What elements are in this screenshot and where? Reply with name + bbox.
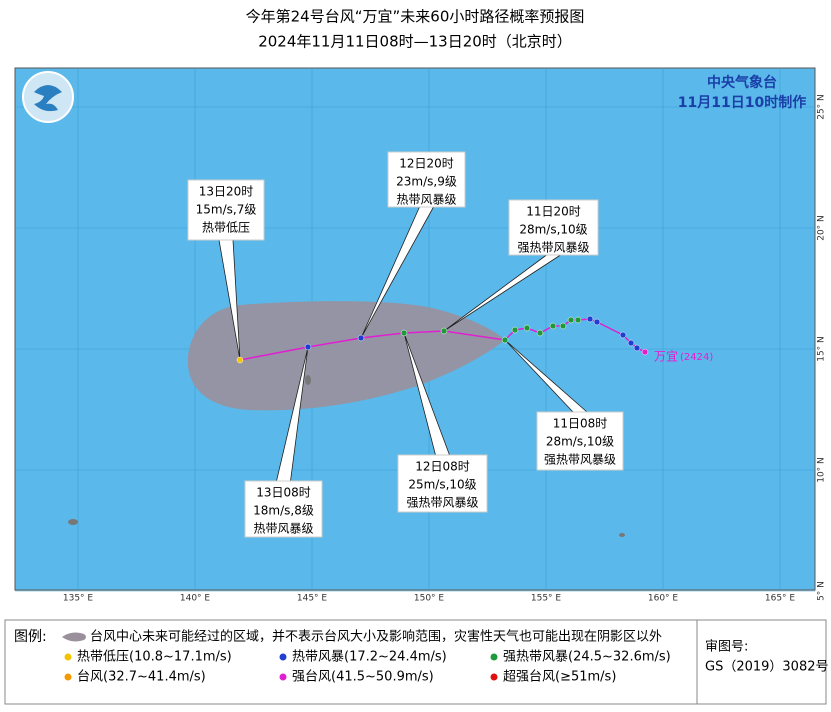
track-point bbox=[236, 356, 244, 364]
callout-box bbox=[387, 151, 466, 208]
probability-cone bbox=[187, 301, 506, 411]
track-point bbox=[574, 316, 582, 324]
legend-cone-text: 台风中心未来可能经过的区域，并不表示台风大小及影响范围，灾害性天气也可能出现在阴… bbox=[90, 629, 662, 645]
callout-wind: 18m/s,8级 bbox=[253, 504, 314, 518]
lon-label: 145° E bbox=[297, 594, 328, 604]
callout-box bbox=[508, 199, 599, 256]
callout-wind: 28m/s,10级 bbox=[519, 223, 587, 237]
track-points bbox=[236, 315, 649, 364]
legend-label: 热带低压(10.8~17.1m/s) bbox=[77, 650, 232, 665]
callout-level: 强热带风暴级 bbox=[406, 496, 478, 510]
callout-time: 11日20时 bbox=[526, 205, 581, 219]
legend-label: 超强台风(≥51m/s) bbox=[503, 670, 616, 685]
track-point bbox=[633, 344, 641, 352]
legend-dot bbox=[64, 673, 72, 681]
lon-label: 150° E bbox=[414, 594, 445, 604]
typhoon-code: (2424) bbox=[680, 352, 713, 363]
callout-box bbox=[187, 179, 265, 241]
callout-wind: 23m/s,9级 bbox=[396, 175, 457, 189]
lon-label: 140° E bbox=[180, 594, 211, 604]
graticule: 135° E 140° E 145° E 150° E 155° E 160° E 165°… bbox=[15, 68, 827, 604]
track-point bbox=[567, 316, 575, 324]
legend-label: 强热带风暴(24.5~32.6m/s) bbox=[503, 650, 671, 665]
callout-level: 热带风暴级 bbox=[253, 522, 313, 536]
approval-label: 审图号: bbox=[705, 640, 748, 655]
agency: 中央气象台 bbox=[707, 74, 777, 91]
track-point bbox=[586, 315, 594, 323]
track-point bbox=[304, 343, 312, 351]
typhoon-name: 万宜 bbox=[654, 349, 678, 364]
logo-mark bbox=[34, 85, 62, 112]
callout-box bbox=[244, 480, 323, 538]
track-point bbox=[511, 326, 519, 334]
forecast-callouts: 13日20时15m/s,7级热带低压12日20时23m/s,9级热带风暴级11日… bbox=[187, 151, 624, 538]
forecast-track bbox=[239, 330, 506, 361]
track-point bbox=[440, 327, 448, 335]
legend-dot bbox=[490, 673, 498, 681]
legend-dot bbox=[279, 673, 287, 681]
track-point bbox=[549, 322, 557, 330]
callout-wind: 28m/s,10级 bbox=[546, 435, 614, 449]
callout-time: 13日08时 bbox=[256, 486, 311, 500]
approval-number: GS（2019）3082号 bbox=[705, 660, 829, 675]
lon-label: 135° E bbox=[63, 594, 94, 604]
legend-dot bbox=[279, 653, 287, 661]
track-point bbox=[593, 318, 601, 326]
callout-level: 热带低压 bbox=[202, 221, 250, 235]
subtitle: 2024年11月11日08时—13日20时（北京时） bbox=[258, 33, 572, 51]
issued-time: 11月11日10时制作 bbox=[678, 94, 806, 111]
callout-box bbox=[397, 454, 488, 513]
track-point bbox=[627, 339, 635, 347]
lat-label: 25° N bbox=[817, 94, 827, 120]
lat-label: 15° N bbox=[817, 336, 827, 362]
track-point bbox=[536, 329, 544, 337]
legend-label: 强台风(41.5~50.9m/s) bbox=[292, 670, 434, 685]
lat-label: 5° N bbox=[817, 581, 827, 601]
track-point bbox=[501, 336, 509, 344]
lon-label: 165° E bbox=[765, 594, 796, 604]
track-point bbox=[559, 322, 567, 330]
callout-level: 强热带风暴级 bbox=[517, 241, 589, 255]
lon-label: 160° E bbox=[648, 594, 679, 604]
track-point bbox=[400, 329, 408, 337]
callout-time: 11日08时 bbox=[553, 417, 608, 431]
legend-box bbox=[4, 619, 827, 705]
callout-time: 13日20时 bbox=[199, 185, 254, 199]
lon-label: 155° E bbox=[531, 594, 562, 604]
track-point bbox=[641, 348, 649, 356]
callout-time: 12日20时 bbox=[399, 157, 454, 171]
callout-time: 12日08时 bbox=[415, 460, 470, 474]
legend-title: 图例: bbox=[14, 629, 47, 645]
callout-wind: 15m/s,7级 bbox=[196, 203, 257, 217]
callout-box bbox=[536, 411, 624, 471]
lat-label: 10° N bbox=[817, 457, 827, 483]
callout-level: 热带风暴级 bbox=[396, 193, 456, 207]
callout-level: 强热带风暴级 bbox=[544, 453, 616, 467]
track-point bbox=[523, 324, 531, 332]
callout-wind: 25m/s,10级 bbox=[408, 478, 476, 492]
legend-label: 热带风暴(17.2~24.4m/s) bbox=[292, 650, 447, 665]
islands bbox=[68, 375, 625, 537]
legend-cone-icon bbox=[62, 632, 86, 642]
legend-dot bbox=[64, 653, 72, 661]
legend-dot bbox=[490, 653, 498, 661]
track-point bbox=[619, 331, 627, 339]
lat-label: 20° N bbox=[817, 215, 827, 241]
legend-items: 热带低压(10.8~17.1m/s) 热带风暴(17.2~24.4m/s) 强热带风… bbox=[64, 650, 671, 685]
track-point bbox=[357, 334, 365, 342]
legend-label: 台风(32.7~41.4m/s) bbox=[77, 670, 206, 685]
title: 今年第24号台风“万宜”未来60小时路径概率预报图 bbox=[246, 8, 585, 26]
